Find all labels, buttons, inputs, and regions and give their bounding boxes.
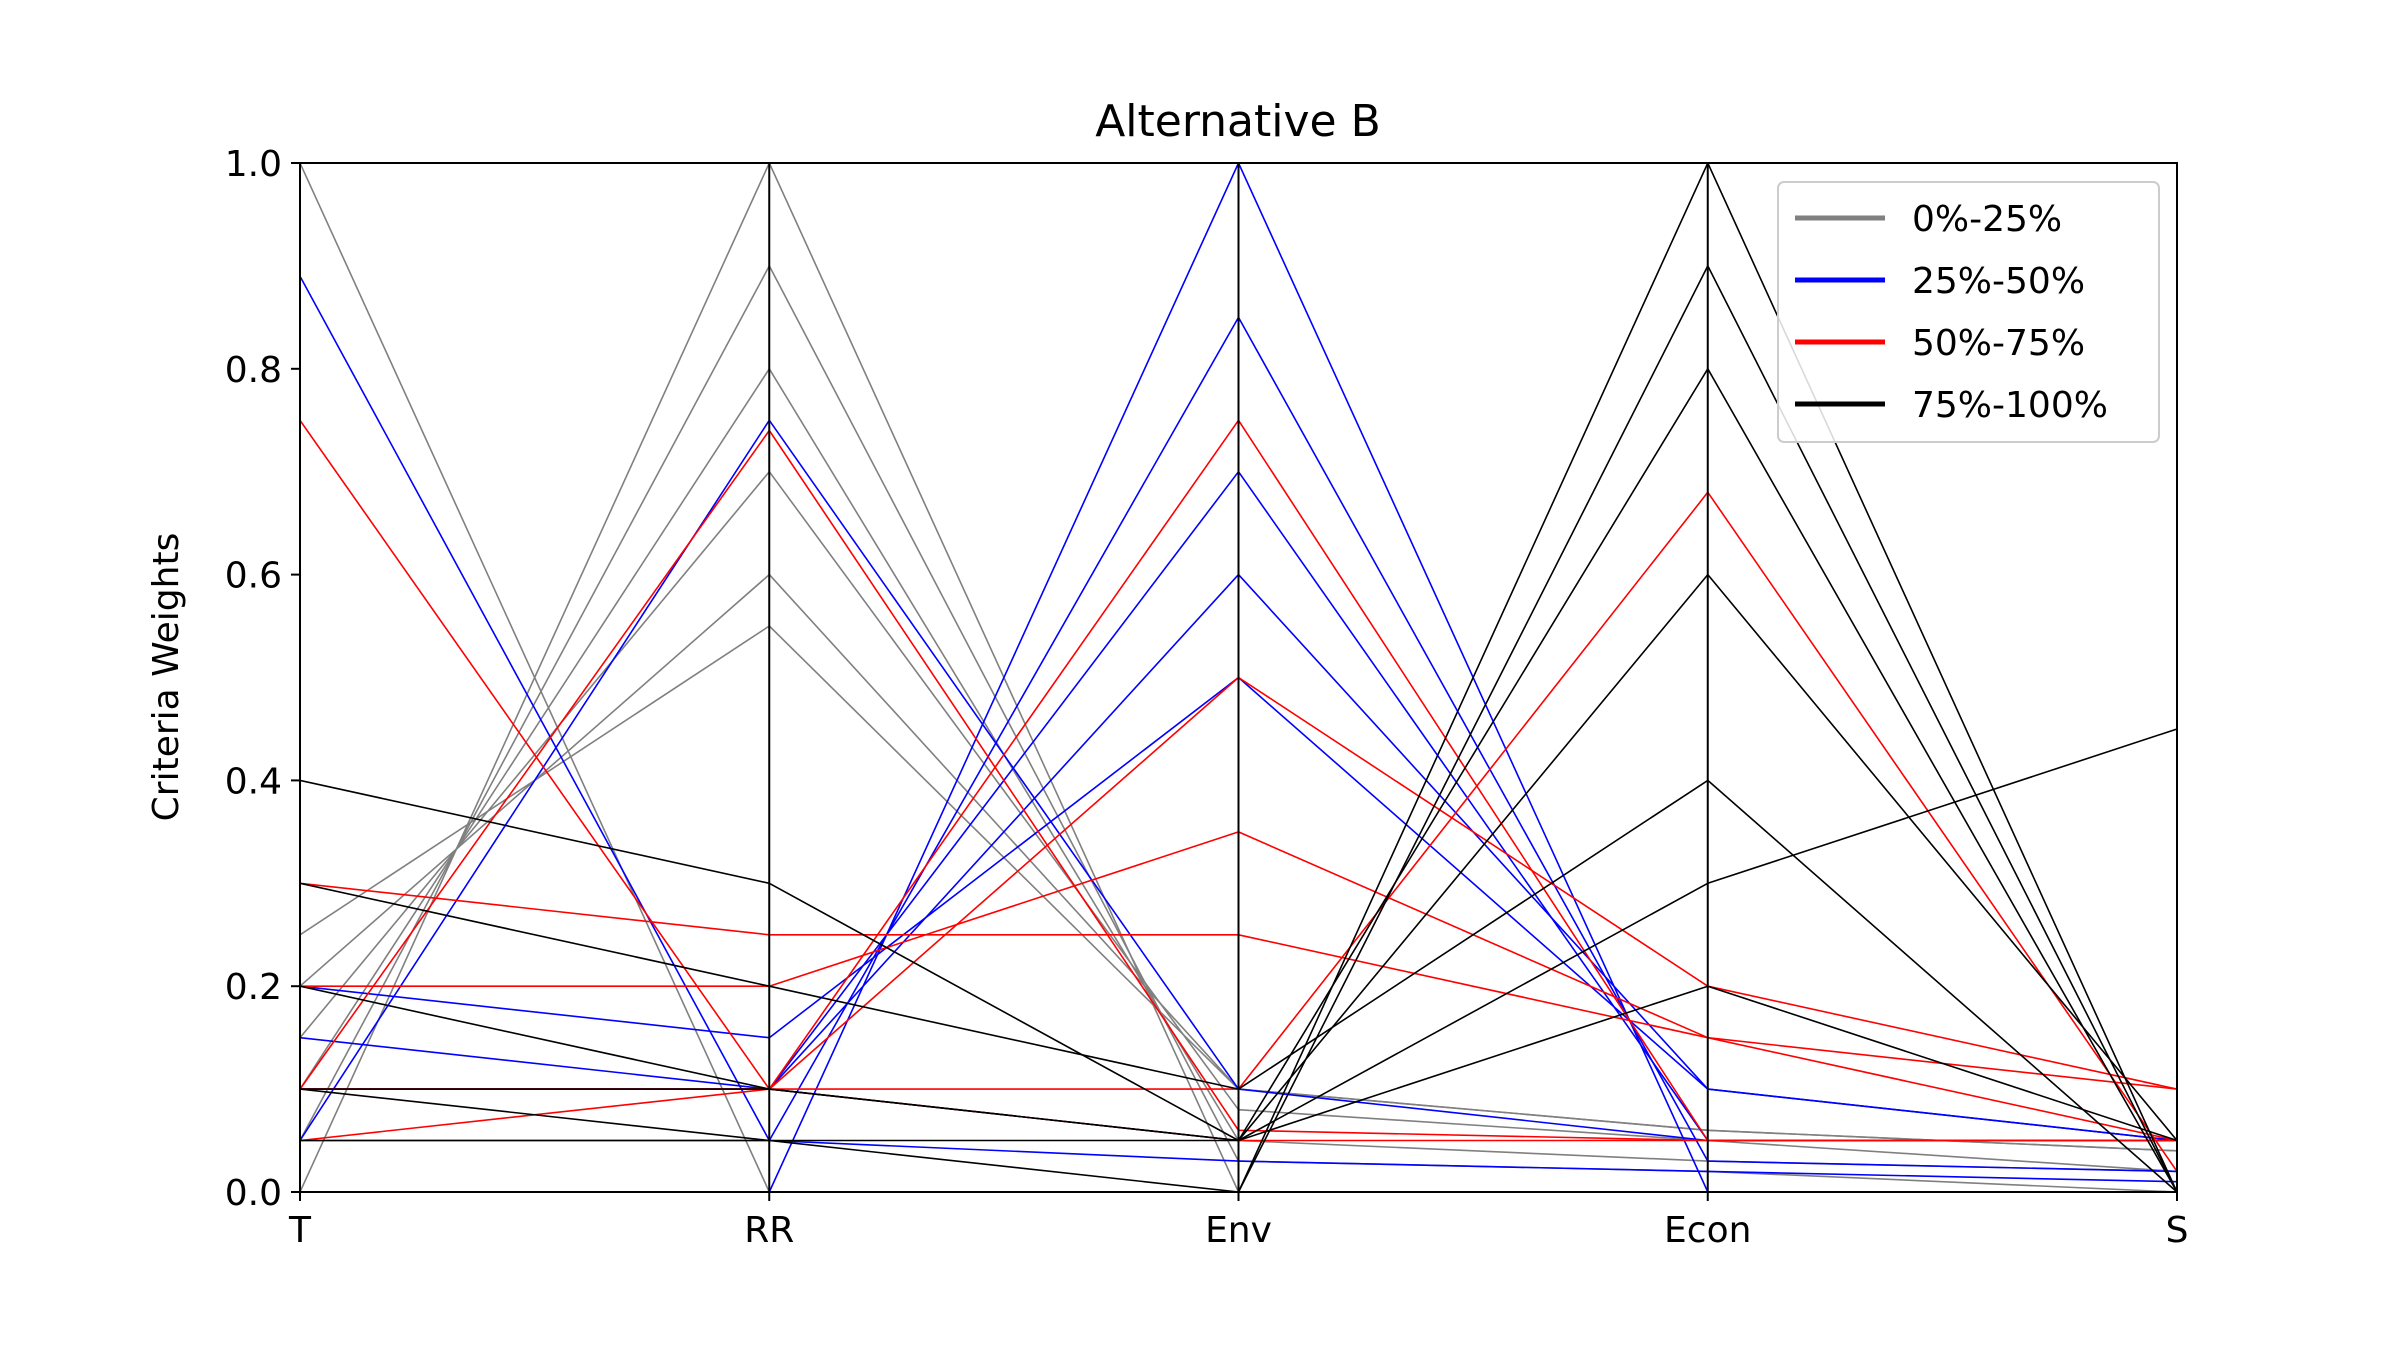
y-tick-label: 0.8 [225, 350, 282, 391]
legend-box [1777, 181, 2160, 443]
y-tick-label: 0.0 [225, 1173, 282, 1214]
legend: 0%-25% 25%-50% 50%-75% 75%-100% [1777, 181, 2160, 443]
x-tick-label-rr: RR [744, 1210, 794, 1251]
y-axis-ticks: 0.0 0.2 0.4 0.6 0.8 1.0 [225, 144, 300, 1214]
x-axis-ticks: T RR Env Econ S [288, 1192, 2188, 1251]
y-tick-label: 0.4 [225, 761, 282, 802]
x-tick-label-env: Env [1205, 1210, 1272, 1251]
legend-label: 25%-50% [1912, 261, 2085, 302]
series-line [300, 163, 2177, 1192]
x-tick-label-econ: Econ [1664, 1210, 1751, 1251]
legend-label: 0%-25% [1912, 199, 2062, 240]
y-axis-label: Criteria Weights [146, 533, 187, 822]
y-tick-label: 0.6 [225, 556, 282, 597]
x-tick-label-t: T [288, 1210, 312, 1251]
series-line [300, 163, 2177, 1192]
legend-label: 50%-75% [1912, 323, 2085, 364]
y-tick-label: 0.2 [225, 967, 282, 1008]
legend-label: 75%-100% [1912, 385, 2108, 426]
chart-title: Alternative B [1095, 96, 1381, 147]
y-tick-label: 1.0 [225, 144, 282, 185]
series-line [300, 265, 2177, 1192]
x-tick-label-s: S [2166, 1210, 2189, 1251]
